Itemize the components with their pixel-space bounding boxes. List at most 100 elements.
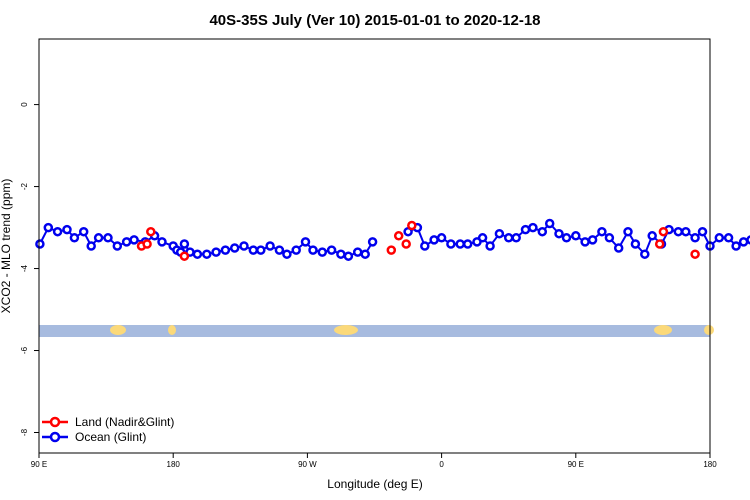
data-point [326,245,337,255]
data-point [658,226,669,237]
data-point [544,218,555,229]
data-point [62,224,72,235]
data-point [537,226,548,237]
data-point [129,235,139,245]
legend: Land (Nadir&Glint)Ocean (Glint) [42,415,174,444]
x-axis: 90 E 180 90 W 0 90 E 180 [31,453,717,469]
data-point [561,233,572,243]
data-point [386,245,397,255]
data-point [511,233,521,243]
y-tick-label: -2 [20,182,29,190]
data-point [613,243,624,253]
x-tick-label: 90 W [298,460,317,469]
data-point [93,233,104,243]
data-point [103,233,113,243]
data-point [731,241,741,251]
land-patch [704,325,714,335]
y-tick-label: -4 [20,264,29,272]
data-point [746,235,750,245]
data-point [300,237,311,247]
data-point [647,231,657,241]
data-point [407,220,417,231]
data-point [248,245,259,255]
land-patch [168,325,176,335]
data-point [265,241,275,251]
plot-frame [38,38,711,454]
x-tick-label: 180 [703,460,717,469]
data-point [35,239,45,249]
data-point [192,249,203,259]
legend-label: Land (Nadir&Glint) [75,415,174,429]
data-point [630,239,641,249]
data-point [673,226,684,237]
data-point [211,247,221,257]
series-layer [35,218,750,261]
y-axis-label: XCO2 - MLO trend (ppm) [0,179,13,314]
data-point [121,237,132,247]
data-point [580,237,590,247]
x-tick-label: 90 E [568,460,584,469]
data-point [436,233,447,243]
y-tick-label: 0 [20,102,29,107]
data-point [52,226,63,237]
data-point [654,239,665,249]
data-point [202,249,212,259]
series-ocean [35,218,750,261]
data-point [146,226,156,237]
land-patch [334,325,358,335]
data-point [43,222,54,233]
data-point [597,226,607,237]
data-point [462,239,473,249]
y-tick-label: -8 [20,428,29,436]
data-point [220,245,231,255]
data-point [503,233,514,243]
y-tick-label: -6 [20,346,29,354]
series-land [136,220,700,261]
data-point [308,245,318,255]
data-point [446,239,456,249]
data-point [485,241,495,251]
data-point [179,239,190,249]
data-point [477,233,488,243]
data-point [714,233,725,243]
land-patch [654,325,672,335]
data-point [738,237,749,247]
data-point [528,222,538,233]
y-axis: 0 -2 -4 -6 -8 [20,102,39,436]
data-point [367,237,378,247]
data-point [274,245,285,255]
data-point [604,233,615,243]
data-point [317,247,328,257]
data-point [554,228,564,239]
data-point [401,239,411,249]
data-point [697,226,708,237]
x-axis-label: Longitude (deg E) [327,477,422,491]
data-point [86,241,96,251]
data-point [157,237,167,247]
data-point [681,226,691,237]
data-point [420,241,430,251]
data-point [640,249,650,259]
x-tick-label: 90 E [31,460,47,469]
data-point [723,233,734,243]
data-point [571,231,581,241]
x-tick-label: 180 [167,460,181,469]
data-point [587,235,598,245]
legend-label: Ocean (Glint) [75,430,146,444]
x-tick-label: 0 [439,460,444,469]
chart-title: 40S-35S July (Ver 10) 2015-01-01 to 2020… [209,12,540,29]
land-mask-band [39,325,714,337]
data-point [336,249,346,259]
legend-marker [49,431,61,443]
data-point [393,231,404,241]
legend-marker [49,416,61,428]
data-point [360,249,370,259]
data-point [690,249,700,259]
data-point [623,226,633,237]
data-point [282,249,292,259]
data-point [179,251,190,261]
data-point [429,235,439,245]
data-point [343,251,354,261]
data-point [142,239,152,249]
